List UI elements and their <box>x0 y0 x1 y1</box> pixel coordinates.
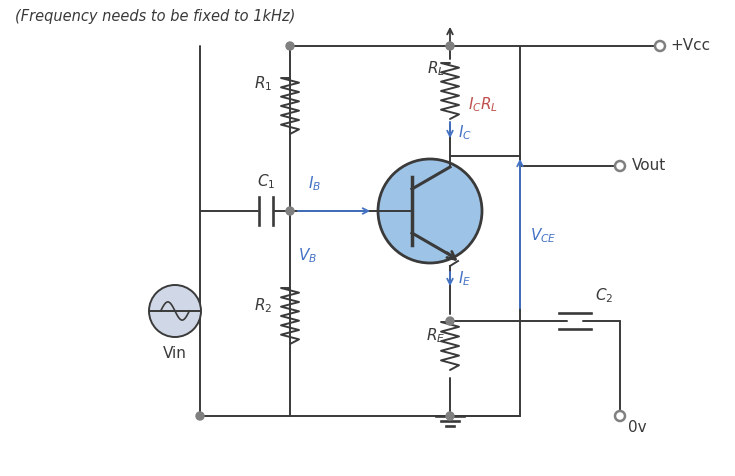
Text: $C_1$: $C_1$ <box>257 172 275 191</box>
Circle shape <box>286 207 294 215</box>
Circle shape <box>446 317 454 325</box>
Circle shape <box>446 42 454 50</box>
Circle shape <box>196 412 204 420</box>
Circle shape <box>446 412 454 420</box>
Circle shape <box>615 161 625 171</box>
Text: $R_L$: $R_L$ <box>427 60 445 79</box>
Circle shape <box>655 41 665 51</box>
Text: $C_2$: $C_2$ <box>595 286 613 305</box>
Text: $I_E$: $I_E$ <box>458 269 471 288</box>
Circle shape <box>615 411 625 421</box>
Text: $V_{CE}$: $V_{CE}$ <box>530 227 556 245</box>
Text: $I_B$: $I_B$ <box>308 174 321 193</box>
Text: (Frequency needs to be fixed to 1kHz): (Frequency needs to be fixed to 1kHz) <box>15 9 295 23</box>
Circle shape <box>286 42 294 50</box>
Text: $I_C R_L$: $I_C R_L$ <box>468 96 498 114</box>
Text: +Vcc: +Vcc <box>670 39 710 53</box>
Text: Vout: Vout <box>632 159 666 173</box>
Text: $R_1$: $R_1$ <box>254 75 272 93</box>
Text: $R_2$: $R_2$ <box>254 297 272 315</box>
Text: 0v: 0v <box>628 420 647 435</box>
Circle shape <box>378 159 482 263</box>
Text: $I_C$: $I_C$ <box>458 124 472 142</box>
Text: Vin: Vin <box>163 346 187 361</box>
Circle shape <box>149 285 201 337</box>
Text: $V_B$: $V_B$ <box>298 247 317 265</box>
Text: $R_E$: $R_E$ <box>426 327 445 346</box>
